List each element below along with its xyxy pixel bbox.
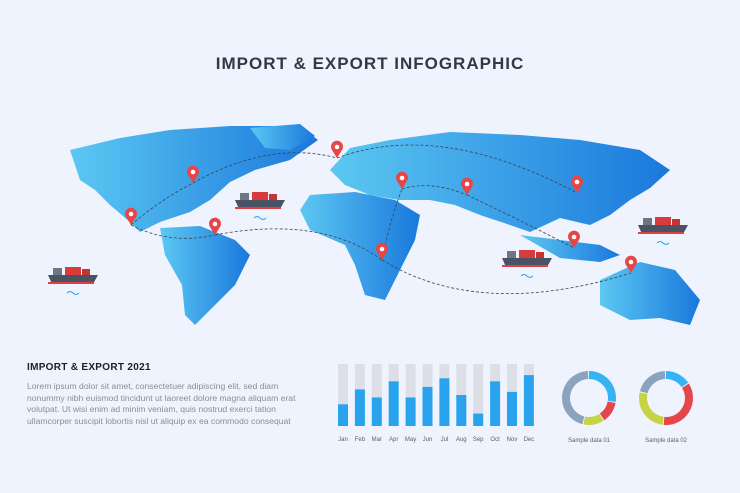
x-tick-label: Apr [389, 437, 398, 443]
wave-icon [66, 291, 80, 295]
bar-feb [354, 389, 365, 426]
wave-icon [656, 241, 670, 245]
bar-aug [456, 395, 467, 426]
greenland [250, 124, 315, 150]
bar-track [371, 364, 382, 426]
cargo-ship-icon [502, 250, 552, 267]
location-pin-icon [568, 230, 581, 248]
location-pin-icon [461, 177, 473, 195]
location-pin-icon [187, 165, 199, 183]
donut-slice [589, 371, 616, 402]
donut-slice [639, 371, 666, 394]
x-tick-label: Jul [441, 437, 449, 443]
cargo-ship-icon [235, 192, 285, 209]
donut-slice [666, 371, 689, 388]
x-tick-label: Aug [456, 437, 467, 443]
x-tick-label: Jun [423, 437, 433, 443]
location-pin-icon [376, 242, 389, 260]
location-pin-icon [331, 140, 343, 158]
page-title: IMPORT & EXPORT INFOGRAPHIC [215, 54, 525, 73]
africa [300, 192, 420, 300]
wave-icon [253, 216, 267, 220]
bar-jul [439, 378, 450, 426]
south-america [160, 226, 250, 325]
section-text: Lorem ipsum dolor sit amet, consectetuer… [27, 381, 296, 426]
x-tick-label: Jan [338, 437, 348, 443]
cargo-ship-icon [638, 217, 688, 234]
donut-slice [638, 392, 664, 425]
donut-1-label: Sample data 01 [568, 438, 611, 444]
location-pin-icon [125, 207, 137, 225]
x-tick-label: Nov [507, 437, 518, 443]
world-map [48, 124, 700, 325]
x-tick-label: Feb [355, 437, 366, 443]
europe-asia [330, 132, 670, 232]
monthly-bar-chart: Jan Feb Mar Apr May Jun Jul Aug Sep Oct Nov Dec [338, 364, 534, 443]
donut-chart-2 [638, 371, 694, 425]
x-tick-label: Mar [372, 437, 382, 443]
bar-track [405, 364, 416, 426]
bar-mar [371, 397, 382, 426]
location-pin-icon [396, 171, 408, 189]
section-heading: IMPORT & EXPORT 2021 [27, 362, 151, 373]
x-tick-label: May [405, 437, 416, 443]
x-tick-label: Dec [524, 437, 535, 443]
bar-may [405, 397, 416, 426]
southeast-asia [520, 235, 620, 262]
bar-jun [422, 386, 433, 426]
cargo-ship-icon [48, 267, 98, 284]
location-pin-icon [209, 217, 221, 235]
donut-2-label: Sample data 02 [645, 438, 688, 444]
donut-chart-1 [562, 371, 616, 426]
bar-dec [523, 375, 534, 426]
x-tick-label: Oct [490, 437, 500, 443]
location-pin-icon [625, 255, 638, 273]
bar-track [473, 364, 484, 426]
donut-slice [562, 371, 589, 425]
bar-nov [507, 391, 517, 426]
bar-apr [388, 381, 399, 426]
location-pin-icon [571, 175, 583, 193]
australia [600, 262, 700, 325]
donut-slice [599, 401, 616, 421]
wave-icon [520, 274, 534, 278]
bar-track [338, 364, 348, 426]
x-tick-label: Sep [473, 437, 484, 443]
bar-jan [338, 404, 348, 426]
bar-oct [490, 381, 501, 426]
donut-slice [663, 383, 694, 425]
donut-slice [583, 414, 604, 426]
bar-sep [473, 413, 484, 426]
